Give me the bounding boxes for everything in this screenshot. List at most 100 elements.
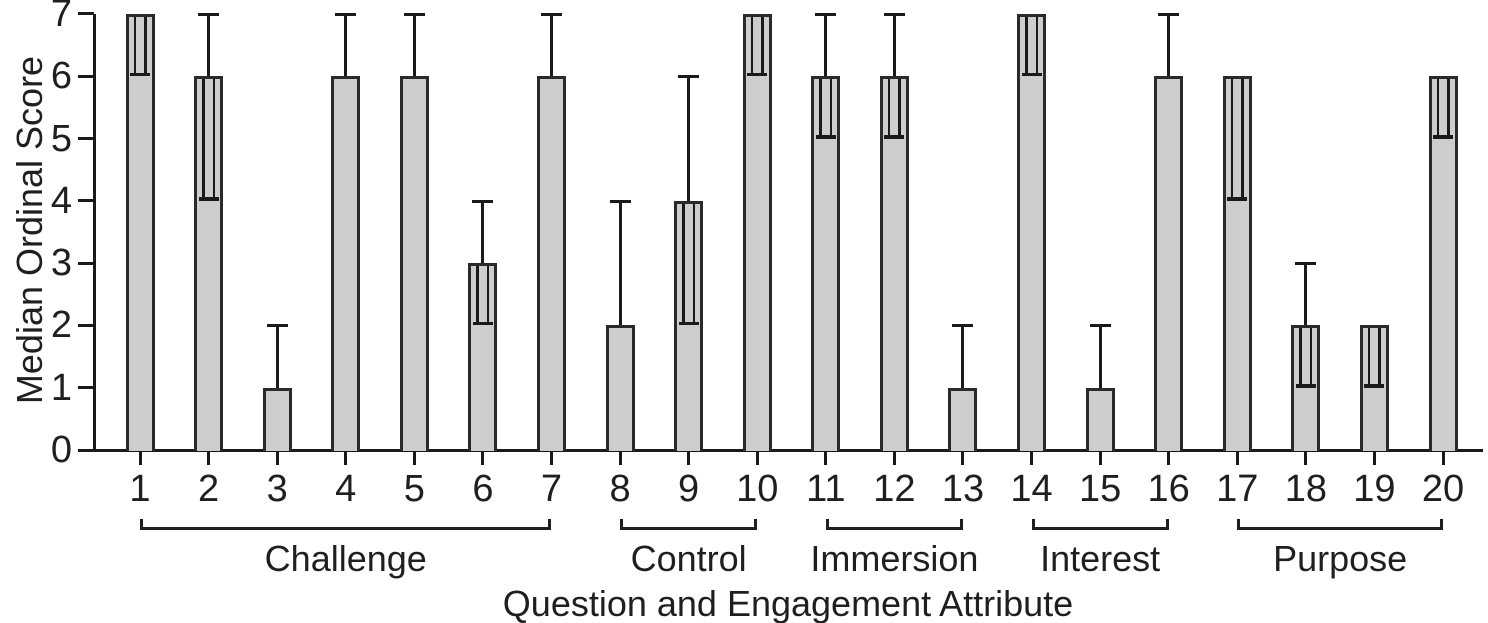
bar [674, 200, 704, 451]
error-bar-lower-line [476, 266, 479, 323]
error-bar-lower-line [202, 79, 205, 198]
error-bar-lower-line [682, 203, 685, 323]
bar [262, 387, 292, 451]
error-bar-lower-line [898, 79, 901, 136]
x-tick [892, 452, 896, 465]
bar [1222, 76, 1252, 451]
error-bar-upper-line [961, 325, 965, 388]
error-bar-lower-line [1241, 79, 1244, 198]
error-bar-upper-cap [540, 12, 562, 16]
error-bar-upper-line [207, 13, 211, 77]
x-axis-title: Question and Engagement Attribute [502, 583, 1074, 623]
bar [1291, 325, 1321, 451]
bar [331, 76, 361, 451]
y-tick [78, 199, 94, 203]
error-bar-upper-line [824, 13, 828, 77]
error-bar-upper-cap [678, 75, 700, 79]
x-tick [1304, 452, 1308, 465]
x-tick-label: 14 [1010, 468, 1053, 510]
x-tick-label: 3 [266, 468, 288, 510]
x-tick-label: 15 [1078, 468, 1122, 510]
error-bar-upper-line [1098, 325, 1102, 388]
y-tick-label: 5 [50, 117, 72, 160]
error-bar-lower-line [1025, 16, 1028, 74]
error-bar-upper-cap [952, 324, 974, 328]
y-tick [78, 74, 94, 78]
bar [536, 76, 566, 451]
error-bar-lower-cap [1021, 72, 1042, 77]
error-bar-lower-line [829, 79, 833, 136]
error-bar-upper-cap [1158, 12, 1180, 16]
bar [811, 76, 841, 451]
error-bar-upper-line [687, 76, 691, 201]
bar [1154, 76, 1184, 451]
x-tick [1167, 452, 1171, 465]
error-bar-lower-cap [815, 135, 836, 139]
error-bar-upper-cap [815, 12, 837, 16]
x-tick [618, 452, 622, 465]
error-bar-upper-line [275, 325, 279, 388]
error-bar-upper-cap [1089, 324, 1111, 328]
x-tick-label: 12 [873, 468, 916, 510]
bar [742, 13, 772, 451]
error-bar-lower-line [144, 16, 147, 74]
error-bar-lower-line [133, 16, 136, 74]
error-bar-upper-line [1304, 263, 1308, 326]
x-tick [344, 452, 348, 465]
x-tick [412, 452, 416, 465]
y-tick [78, 137, 94, 140]
x-tick-label: 1 [129, 468, 151, 510]
group-bracket [1031, 519, 1169, 530]
group-bracket [620, 519, 758, 530]
x-tick [755, 452, 759, 465]
error-bar-lower-line [1309, 328, 1313, 385]
group-label: Immersion [810, 538, 979, 579]
x-tick-label: 19 [1353, 468, 1396, 510]
error-bar-lower-cap [198, 197, 219, 201]
x-tick-label: 20 [1421, 468, 1465, 510]
error-bar-lower-line [819, 79, 822, 136]
error-bar-lower-cap [1227, 197, 1248, 201]
error-bar-lower-line [1230, 79, 1234, 198]
error-bar-lower-line [1035, 16, 1039, 74]
bar [605, 325, 635, 451]
x-tick-label: 10 [736, 468, 779, 510]
x-tick-label: 6 [472, 468, 494, 510]
bar [1428, 76, 1458, 451]
y-tick-label: 1 [50, 366, 72, 409]
x-tick [207, 452, 211, 465]
bar [194, 76, 224, 451]
error-bar-lower-line [1436, 79, 1440, 136]
x-tick [1441, 452, 1445, 465]
error-bar-lower-cap [130, 72, 150, 77]
x-tick-label: 2 [198, 468, 220, 510]
error-bar-lower-cap [1364, 384, 1385, 388]
error-bar-upper-line [618, 200, 622, 326]
x-tick [1098, 452, 1102, 465]
x-tick [961, 452, 965, 465]
x-tick [1372, 452, 1376, 465]
error-bar-lower-line [1367, 328, 1371, 385]
bar [1085, 387, 1115, 451]
error-bar-lower-cap [747, 72, 768, 77]
error-bar-upper-cap [609, 199, 631, 203]
x-tick-label: 18 [1284, 468, 1327, 510]
error-bar-upper-cap [335, 12, 357, 16]
x-tick-label: 5 [403, 468, 425, 510]
x-tick-label: 7 [540, 468, 563, 510]
bar [948, 387, 978, 451]
bar [125, 13, 155, 451]
error-bar-upper-cap [1295, 262, 1317, 266]
x-tick [687, 452, 691, 465]
y-tick-label: 3 [50, 242, 72, 285]
x-tick [481, 452, 485, 465]
error-bar-upper-cap [198, 12, 220, 16]
error-bar-upper-cap [403, 12, 425, 16]
x-tick [824, 452, 828, 465]
y-tick-label: 4 [50, 179, 72, 222]
y-tick-label: 2 [50, 304, 72, 347]
error-bar-lower-line [887, 79, 891, 136]
error-bar-lower-line [1378, 328, 1381, 385]
